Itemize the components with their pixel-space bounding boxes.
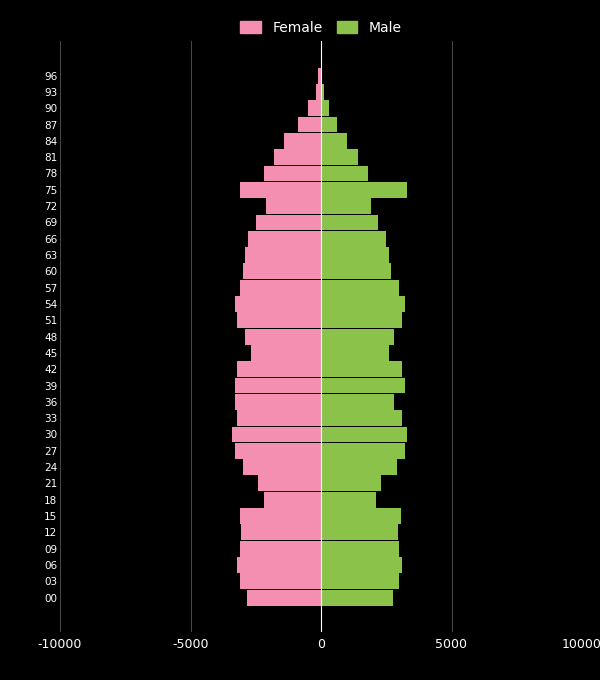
Bar — [240, 508, 321, 524]
Bar — [321, 508, 401, 524]
Bar — [240, 182, 321, 198]
Bar — [242, 459, 321, 475]
Bar — [248, 231, 321, 247]
Bar — [251, 345, 321, 361]
Bar — [235, 394, 321, 410]
Bar — [235, 377, 321, 394]
Bar — [321, 182, 407, 198]
Bar — [241, 524, 321, 540]
Bar — [321, 361, 402, 377]
Bar — [245, 328, 321, 345]
Bar — [321, 377, 404, 394]
Bar — [321, 263, 391, 279]
Bar — [321, 459, 397, 475]
Bar — [240, 573, 321, 589]
Bar — [321, 328, 394, 345]
Bar — [263, 492, 321, 508]
Bar — [245, 247, 321, 263]
Bar — [321, 101, 329, 116]
Bar — [321, 117, 337, 133]
Bar — [321, 573, 400, 589]
Bar — [240, 279, 321, 296]
Bar — [284, 133, 321, 149]
Bar — [274, 149, 321, 165]
Bar — [298, 117, 321, 133]
Bar — [238, 410, 321, 426]
Bar — [321, 149, 358, 165]
Bar — [321, 541, 400, 556]
Bar — [321, 492, 376, 508]
Bar — [321, 214, 379, 231]
Bar — [321, 84, 323, 100]
Bar — [319, 68, 321, 84]
Bar — [259, 475, 321, 492]
Bar — [263, 165, 321, 182]
Bar — [321, 247, 389, 263]
Bar — [238, 557, 321, 573]
Bar — [235, 296, 321, 312]
Bar — [321, 133, 347, 149]
Bar — [321, 475, 381, 492]
Bar — [308, 101, 321, 116]
Bar — [321, 198, 371, 214]
Bar — [232, 426, 321, 443]
Bar — [321, 231, 386, 247]
Bar — [321, 443, 404, 459]
Bar — [321, 590, 393, 605]
Bar — [321, 279, 400, 296]
Bar — [238, 361, 321, 377]
Bar — [266, 198, 321, 214]
Bar — [242, 263, 321, 279]
Bar — [235, 443, 321, 459]
Bar — [316, 84, 321, 100]
Bar — [321, 410, 402, 426]
Bar — [247, 590, 321, 605]
Bar — [321, 394, 394, 410]
Bar — [321, 557, 402, 573]
Bar — [321, 68, 322, 84]
Bar — [256, 214, 321, 231]
Bar — [321, 296, 404, 312]
Bar — [321, 426, 407, 443]
Bar — [321, 165, 368, 182]
Bar — [321, 312, 402, 328]
Legend: Female, Male: Female, Male — [235, 15, 407, 40]
Bar — [238, 312, 321, 328]
Bar — [321, 524, 398, 540]
Bar — [240, 541, 321, 556]
Bar — [321, 345, 389, 361]
